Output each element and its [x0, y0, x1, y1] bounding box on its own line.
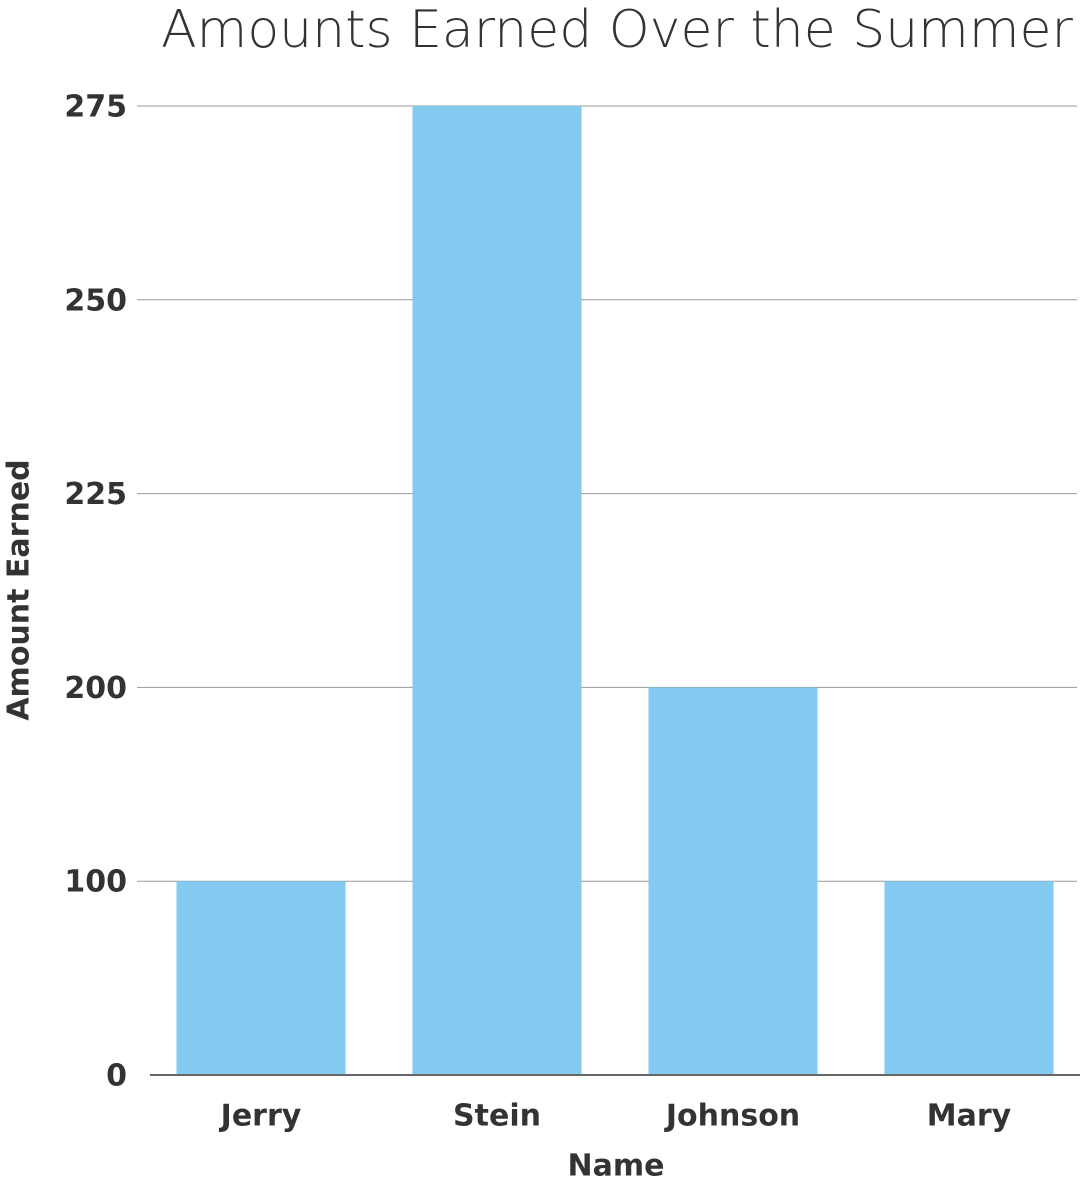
bar [412, 106, 582, 1075]
y-tick-label: 100 [64, 865, 127, 900]
x-tick-label: Mary [927, 1099, 1012, 1134]
y-tick-label: 200 [64, 671, 127, 706]
bar [884, 881, 1054, 1075]
x-axis-title: Name [568, 1149, 665, 1184]
x-tick-label: Stein [453, 1099, 541, 1134]
x-tick-label: Jerry [219, 1099, 302, 1134]
y-tick-label: 275 [64, 90, 127, 125]
y-tick-label: 225 [64, 477, 127, 512]
x-tick-label: Johnson [664, 1099, 800, 1134]
bar [648, 687, 818, 1075]
y-tick-label: 250 [64, 283, 127, 318]
y-axis-title: Amount Earned [2, 459, 37, 720]
chart-title: Amounts Earned Over the Summer [161, 0, 1073, 60]
y-tick-label: 0 [106, 1059, 127, 1094]
bar [176, 881, 346, 1075]
